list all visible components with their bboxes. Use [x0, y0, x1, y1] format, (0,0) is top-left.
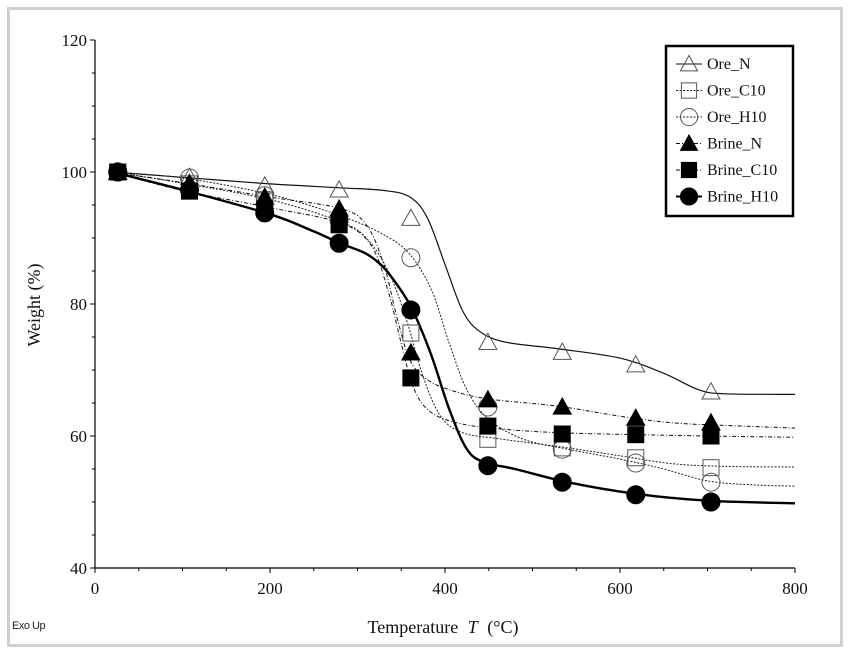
- curve-brine-h10: [112, 170, 796, 505]
- data-point-brine-h10: [626, 485, 646, 505]
- data-point-ore-c10: [627, 449, 645, 467]
- data-point-brine-n: [552, 396, 573, 415]
- legend-label-ore-c10: Ore_C10: [707, 83, 766, 100]
- x-tick-label: 400: [432, 579, 458, 598]
- data-point-brine-h10: [108, 162, 128, 182]
- legend-label-brine-n: Brine_N: [707, 136, 763, 153]
- data-point-brine-c10: [553, 425, 571, 443]
- x-tick-label: 200: [257, 579, 283, 598]
- data-point-brine-h10: [180, 180, 199, 200]
- data-point-ore-h10: [626, 453, 646, 473]
- data-point-brine-n: [329, 198, 349, 217]
- y-tick-label: 40: [70, 559, 87, 578]
- data-point-brine-h10: [552, 472, 572, 492]
- data-point-ore-n: [401, 208, 421, 226]
- legend-item-brine-n: Brine_N: [676, 133, 763, 153]
- markers-ore-n: [107, 161, 721, 400]
- data-point-ore-n: [478, 332, 498, 350]
- legend-item-ore-h10: Ore_H10: [676, 107, 767, 127]
- legend-item-ore-c10: Ore_C10: [676, 82, 766, 100]
- curve-ore-h10: [112, 171, 796, 487]
- data-point-brine-h10: [401, 300, 421, 320]
- data-point-brine-c10: [627, 426, 645, 444]
- legend-item-brine-h10: Brine_H10: [676, 187, 778, 206]
- legend-marker-ore-h10: [679, 107, 699, 127]
- legend-marker-ore-c10: [680, 82, 698, 99]
- legend-label-brine-h10: Brine_H10: [707, 189, 778, 206]
- data-point-brine-n: [625, 408, 646, 426]
- x-tick-label: 800: [782, 579, 808, 598]
- legend-marker-ore-n: [679, 54, 699, 72]
- data-point-brine-n: [401, 342, 421, 361]
- legend-marker-brine-c10: [680, 161, 698, 179]
- data-point-ore-h10: [401, 248, 421, 268]
- legend-item-brine-c10: Brine_C10: [676, 161, 777, 179]
- axes: 40 60 80 100 120 0 200 400 600 800: [62, 31, 808, 598]
- curve-brine-c10: [112, 171, 796, 438]
- markers-brine-h10: [108, 162, 721, 512]
- y-tick-label: 80: [70, 295, 87, 314]
- data-point-ore-c10: [402, 324, 420, 342]
- data-point-brine-h10: [329, 233, 349, 253]
- legend-marker-brine-h10: [679, 187, 699, 206]
- data-point-brine-h10: [701, 492, 721, 512]
- legend-marker-brine-n: [679, 133, 699, 151]
- curve-ore-c10: [112, 171, 796, 468]
- legend-label-ore-n: Ore_N: [707, 56, 751, 73]
- y-axis-title: Weight (%): [24, 263, 45, 346]
- y-tick-label: 100: [62, 163, 88, 182]
- legend-label-ore-h10: Ore_H10: [707, 109, 767, 126]
- data-point-ore-n: [552, 342, 573, 360]
- x-axis-title-var: T: [468, 617, 480, 637]
- data-point-brine-c10: [330, 216, 348, 234]
- data-point-ore-n: [625, 354, 646, 373]
- series-markers: [107, 161, 721, 512]
- x-axis-title-text: Temperature: [368, 617, 459, 637]
- series-curves: [112, 170, 796, 505]
- y-tick-label: 60: [70, 427, 87, 446]
- data-point-brine-n: [478, 389, 498, 408]
- data-point-brine-h10: [255, 203, 275, 223]
- data-point-ore-c10: [702, 459, 720, 477]
- data-point-brine-h10: [478, 456, 498, 476]
- exo-up-label: Exo Up: [12, 620, 46, 632]
- legend-label-brine-c10: Brine_C10: [707, 162, 777, 179]
- y-tick-label: 120: [62, 31, 88, 50]
- data-point-brine-c10: [702, 427, 720, 445]
- legend-item-ore-n: Ore_N: [676, 54, 751, 73]
- legend: Ore_N Ore_C10 Ore_H10 Brine_N Brine_C10 Brine…: [664, 44, 795, 218]
- data-point-ore-n: [329, 179, 349, 198]
- data-point-ore-h10: [701, 472, 721, 492]
- curve-ore-n: [112, 171, 796, 395]
- data-point-ore-n: [701, 381, 721, 400]
- data-point-brine-c10: [402, 369, 420, 387]
- x-tick-label: 600: [607, 579, 633, 598]
- x-axis-title: Temperature T (°C): [368, 617, 519, 638]
- x-axis-title-unit: (°C): [487, 617, 518, 638]
- data-point-brine-c10: [479, 417, 497, 435]
- x-tick-label: 0: [91, 579, 100, 598]
